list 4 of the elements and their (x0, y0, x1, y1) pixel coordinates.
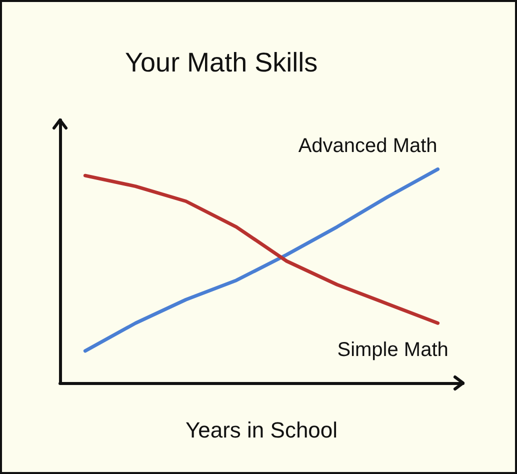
x-axis-title: Years in School (185, 418, 338, 442)
chart-title: Your Math Skills (125, 48, 318, 78)
series-label: Advanced Math (298, 135, 438, 158)
series-label: Simple Math (337, 339, 448, 362)
